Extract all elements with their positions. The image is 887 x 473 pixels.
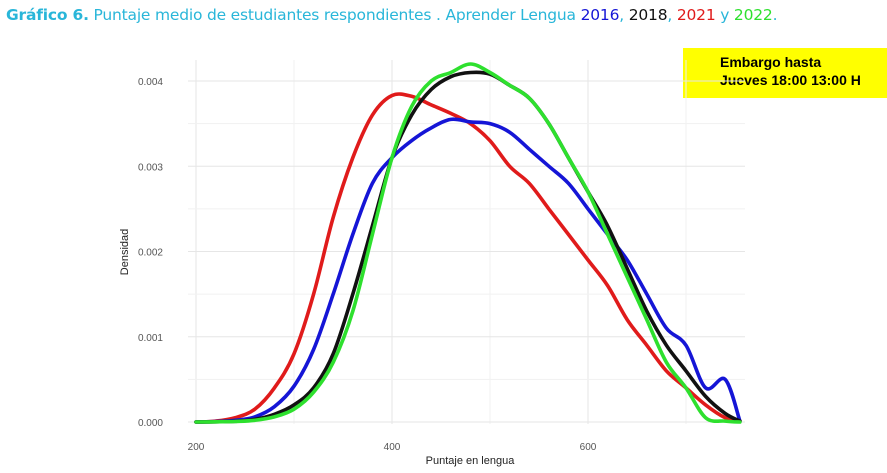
y-tick-label: 0.000 — [138, 418, 163, 429]
embargo-line-2: Jueves 18:00 13:00 H — [720, 72, 861, 88]
title-year-segment: , — [619, 6, 629, 24]
title-year-segment: 2018 — [628, 6, 668, 24]
embargo-line-1: Embargo hasta — [720, 54, 822, 70]
chart-title-prefix: Gráfico 6. — [6, 6, 89, 24]
chart-title-years: 2016, 2018, 2021 y 2022. — [581, 6, 778, 24]
x-axis-ticks: 200 400 600 — [188, 442, 597, 453]
x-tick-label: 600 — [580, 442, 597, 453]
series-line-2016 — [194, 117, 742, 424]
title-year-segment: . — [772, 6, 778, 24]
embargo-notice: Embargo hasta Jueves 18:00 13:00 H — [683, 48, 887, 98]
series-line-2021 — [194, 92, 742, 424]
grid-lines — [188, 60, 745, 424]
chart-title-text: Puntaje medio de estudiantes respondient… — [88, 6, 581, 24]
series-line-2022 — [194, 62, 742, 424]
series-line-2018 — [194, 70, 742, 424]
title-year-segment: 2016 — [580, 6, 620, 24]
y-tick-label: 0.004 — [138, 77, 163, 88]
title-year-segment: , — [667, 6, 677, 24]
y-tick-label: 0.002 — [138, 248, 163, 259]
y-tick-label: 0.001 — [138, 333, 163, 344]
y-axis-ticks: 0.000 0.001 0.002 0.003 0.004 — [138, 77, 163, 429]
x-tick-label: 400 — [384, 442, 401, 453]
y-tick-label: 0.003 — [138, 162, 163, 173]
x-tick-label: 200 — [188, 442, 205, 453]
x-axis-label: Puntaje en lengua — [426, 455, 516, 467]
title-year-segment: y — [715, 6, 734, 24]
title-year-segment: 2021 — [676, 6, 716, 24]
title-year-segment: 2022 — [733, 6, 773, 24]
series-lines — [194, 62, 742, 424]
y-axis-label: Densidad — [119, 229, 131, 275]
chart-title: Gráfico 6. Puntaje medio de estudiantes … — [6, 6, 778, 24]
